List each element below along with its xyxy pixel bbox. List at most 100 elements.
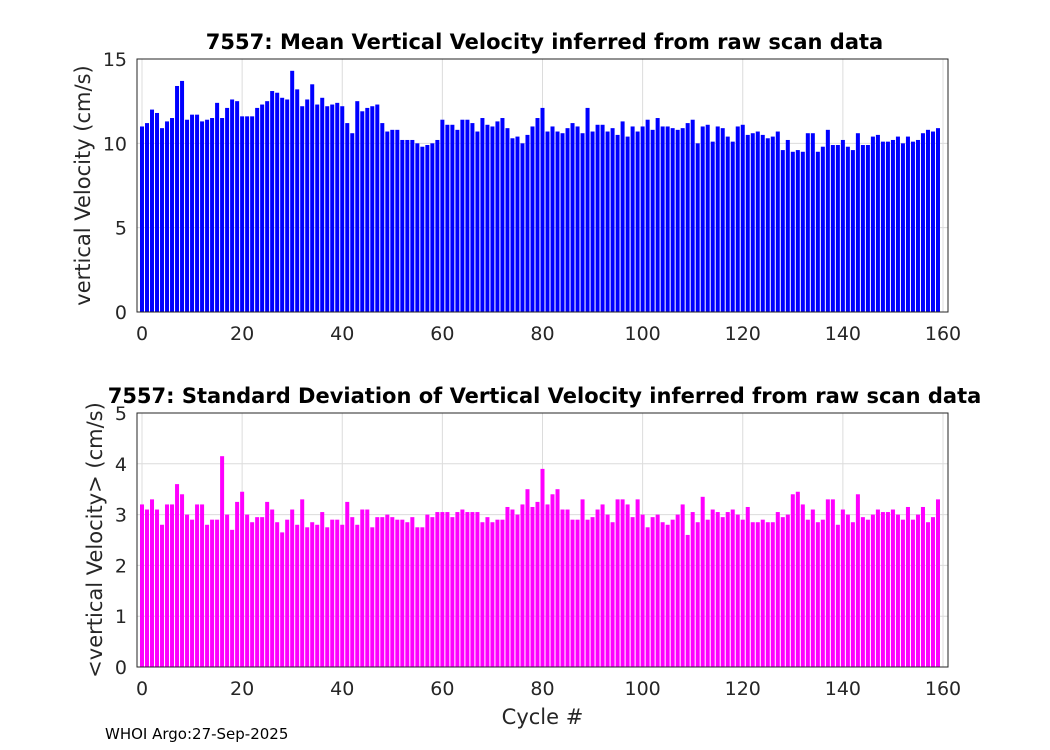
mean-velocity-bar: [425, 145, 430, 312]
mean-velocity-bar: [930, 131, 935, 312]
mean-velocity-bar: [655, 118, 660, 313]
std-velocity-bar: [400, 519, 405, 667]
std-velocity-ytick-label: 5: [115, 403, 127, 425]
std-velocity-bar: [925, 522, 930, 667]
mean-velocity-bar: [875, 134, 880, 312]
mean-velocity-bar: [350, 133, 355, 312]
std-velocity-bar: [360, 509, 365, 667]
mean-velocity-xtick-label: 0: [136, 323, 148, 345]
mean-velocity-bar: [275, 92, 280, 312]
mean-velocity-bar: [610, 128, 615, 312]
mean-velocity-bar: [405, 139, 410, 312]
std-velocity-ytick-label: 4: [115, 454, 127, 476]
mean-velocity-bar: [415, 143, 420, 312]
mean-velocity-bar: [230, 99, 235, 312]
std-velocity-bar: [280, 532, 285, 667]
mean-velocity-bar: [795, 150, 800, 312]
mean-velocity-bar: [885, 141, 890, 312]
std-velocity-bar: [415, 527, 420, 667]
std-velocity-bar: [905, 506, 910, 667]
mean-velocity-bar: [320, 97, 325, 312]
std-velocity-bar: [640, 514, 645, 667]
std-velocity-ylabel: <vertical Velocity> (cm/s): [83, 402, 107, 678]
mean-velocity-bar: [760, 134, 765, 312]
mean-velocity-bar: [580, 133, 585, 312]
mean-velocity-bar: [155, 112, 160, 313]
mean-velocity-bar: [455, 129, 460, 312]
mean-velocity-bar: [890, 139, 895, 312]
std-velocity-bar: [465, 512, 470, 667]
mean-velocity-bar: [665, 126, 670, 312]
std-velocity-bar: [675, 514, 680, 667]
mean-velocity-bar: [440, 119, 445, 312]
std-velocity-bar: [810, 509, 815, 667]
mean-velocity-bar: [705, 124, 710, 312]
std-velocity-bar: [555, 489, 560, 667]
std-velocity-bar: [730, 509, 735, 667]
std-velocity-bar: [540, 468, 545, 667]
mean-velocity-bar: [750, 133, 755, 312]
std-velocity-bar: [405, 522, 410, 667]
mean-velocity-bar: [550, 126, 555, 312]
mean-velocity-bar: [735, 126, 740, 312]
std-velocity-bar: [420, 527, 425, 667]
mean-velocity-ytick-label: 5: [115, 218, 127, 240]
mean-velocity-bar: [730, 141, 735, 312]
mean-velocity-bar: [745, 134, 750, 312]
mean-velocity-bar: [390, 129, 395, 312]
mean-velocity-bar: [720, 128, 725, 312]
std-velocity-bar: [575, 519, 580, 667]
mean-velocity-bar: [530, 126, 535, 312]
std-velocity-bar: [560, 509, 565, 667]
mean-velocity-bar: [850, 150, 855, 312]
std-velocity-bar: [390, 517, 395, 667]
mean-velocity-bar: [375, 104, 380, 312]
std-velocity-bar: [500, 519, 505, 667]
mean-velocity-bar: [170, 118, 175, 313]
mean-velocity-bar: [790, 151, 795, 312]
mean-velocity-bar: [210, 118, 215, 313]
mean-velocity-bar: [910, 141, 915, 312]
std-velocity-bar: [275, 522, 280, 667]
std-velocity-bar: [155, 509, 160, 667]
mean-velocity-xtick-label: 140: [825, 323, 861, 345]
std-velocity-bar: [825, 499, 830, 667]
std-velocity-bar: [535, 501, 540, 667]
mean-velocity-xtick-label: 80: [530, 323, 554, 345]
mean-velocity-bar: [650, 129, 655, 312]
mean-velocity-bar: [740, 124, 745, 312]
std-velocity-bar: [355, 524, 360, 667]
mean-velocity-chart: 0 20 40 60 80 100 120 140 160 0 5 10 15 7557: Mean V…: [71, 30, 961, 345]
std-velocity-bar: [655, 514, 660, 667]
std-velocity-bar: [325, 527, 330, 667]
std-velocity-ytick-label: 2: [115, 555, 127, 577]
std-velocity-bar: [515, 514, 520, 667]
std-velocity-bar: [185, 514, 190, 667]
mean-velocity-bar: [190, 114, 195, 312]
std-velocity-xtick-label: 100: [624, 678, 660, 700]
mean-velocity-bar: [205, 119, 210, 312]
mean-velocity-bar: [780, 150, 785, 312]
mean-velocity-bar: [335, 102, 340, 312]
std-velocity-bar: [345, 501, 350, 667]
std-velocity-bar: [195, 504, 200, 667]
mean-velocity-bar: [505, 128, 510, 312]
std-velocity-bar: [165, 504, 170, 667]
mean-velocity-bar: [270, 91, 275, 313]
mean-velocity-bar: [865, 145, 870, 312]
std-velocity-bar: [595, 509, 600, 667]
std-velocity-ytick-label: 3: [115, 505, 127, 527]
std-velocity-bar: [215, 519, 220, 667]
cycle-xlabel: Cycle #: [502, 705, 584, 729]
std-velocity-bar: [230, 529, 235, 667]
mean-velocity-bar: [385, 131, 390, 312]
mean-velocity-bar: [365, 107, 370, 312]
mean-velocity-bar: [920, 133, 925, 312]
std-velocity-bar: [335, 519, 340, 667]
std-velocity-bar: [895, 514, 900, 667]
std-velocity-bar: [510, 509, 515, 667]
mean-velocity-bar: [305, 99, 310, 312]
mean-velocity-bar: [435, 139, 440, 312]
mean-velocity-bar: [300, 106, 305, 312]
